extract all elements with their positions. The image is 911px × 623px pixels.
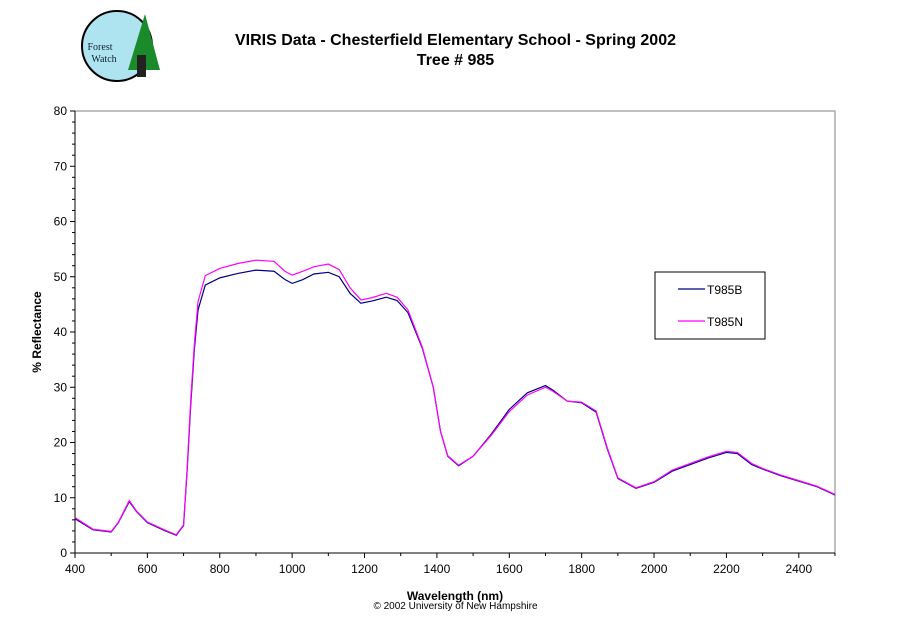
x-tick-label: 1000: [279, 562, 306, 576]
forest-watch-logo: Forest Watch: [81, 10, 160, 82]
y-tick-label: 20: [54, 436, 68, 450]
svg-text:Forest: Forest: [88, 42, 113, 53]
x-tick-label: 1600: [496, 562, 523, 576]
x-axis-label: Wavelength (nm): [407, 589, 503, 603]
x-tick-label: 800: [210, 562, 230, 576]
y-tick-label: 70: [54, 159, 68, 173]
x-tick-label: 2200: [713, 562, 740, 576]
y-tick-label: 40: [54, 325, 68, 339]
x-tick-label: 400: [65, 562, 85, 576]
y-tick-label: 60: [54, 215, 68, 229]
y-tick-label: 10: [54, 491, 68, 505]
legend: T985B T985N: [654, 271, 766, 340]
x-tick-label: 1400: [424, 562, 451, 576]
x-tick-label: 2000: [641, 562, 668, 576]
x-tick-label: 1200: [351, 562, 378, 576]
y-tick-label: 30: [54, 380, 68, 394]
y-axis-label: % Reflectance: [30, 291, 44, 373]
y-tick-label: 50: [54, 270, 68, 284]
x-tick-label: 1800: [568, 562, 595, 576]
chart-title: VIRIS Data - Chesterfield Elementary Sch…: [234, 32, 676, 49]
y-tick-label: 80: [54, 104, 68, 118]
legend-label-T985N: T985N: [707, 315, 743, 329]
copyright: © 2002 University of New Hampshire: [373, 601, 538, 612]
x-tick-label: 2400: [785, 562, 812, 576]
svg-text:Watch: Watch: [91, 54, 116, 65]
x-tick-label: 600: [137, 562, 157, 576]
legend-label-T985B: T985B: [707, 283, 742, 297]
y-tick-label: 0: [60, 546, 67, 560]
series-line-T985N: [74, 259, 836, 536]
chart-subtitle: Tree # 985: [416, 52, 495, 69]
